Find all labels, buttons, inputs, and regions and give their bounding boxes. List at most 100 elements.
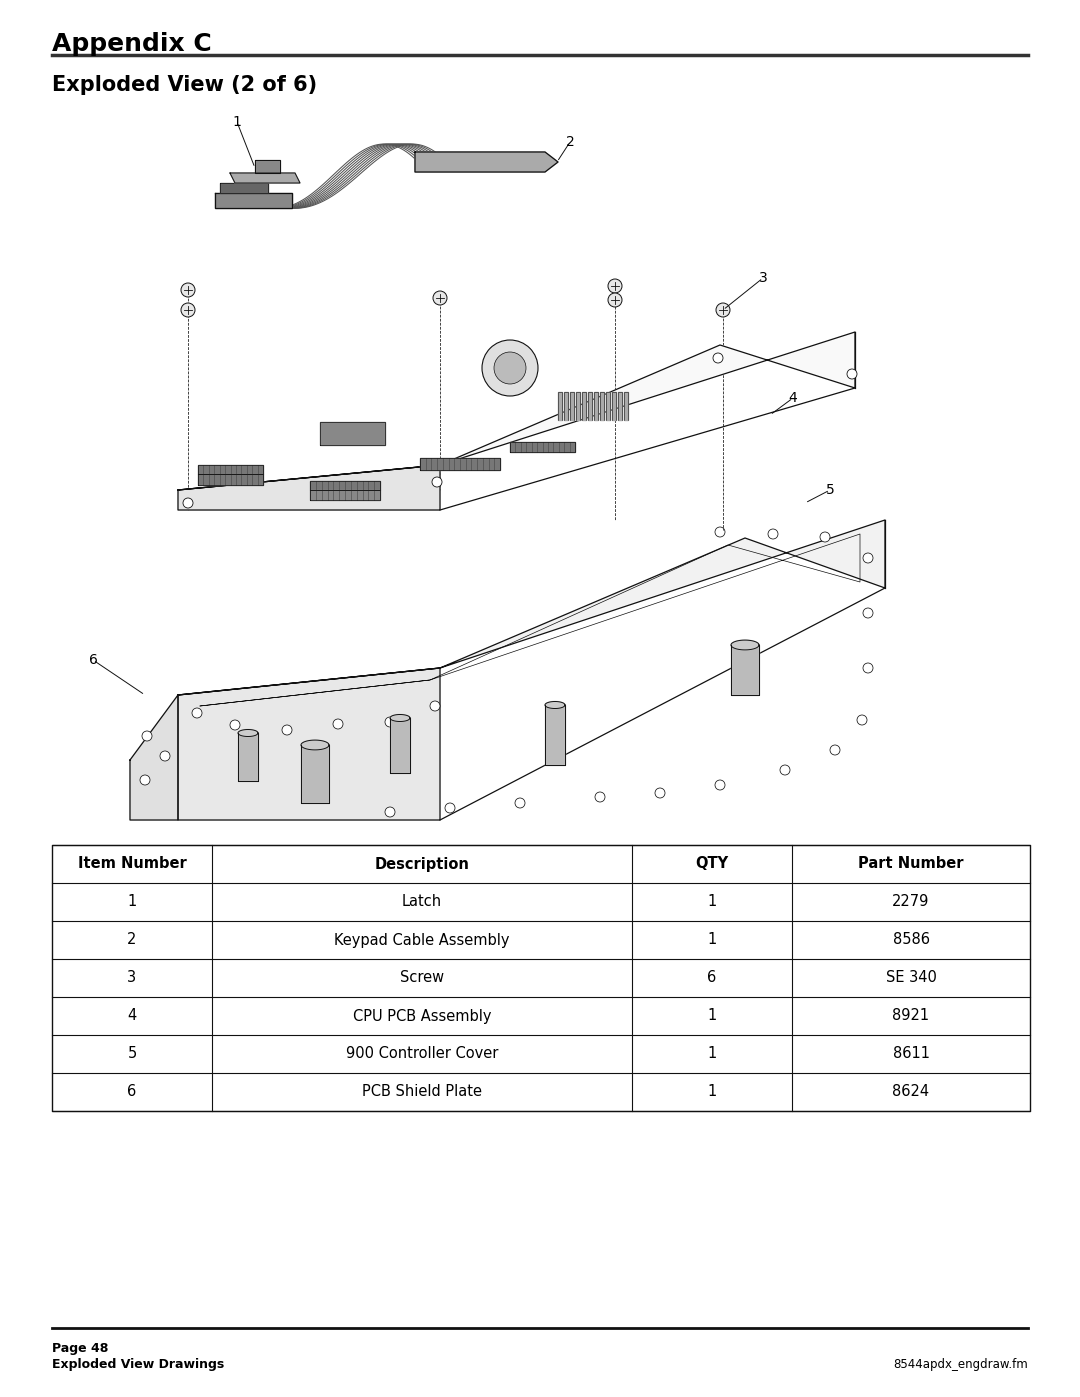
Bar: [52, 845, 1030, 1111]
Text: Part Number: Part Number: [859, 856, 963, 872]
Text: 1: 1: [707, 1009, 717, 1024]
Polygon shape: [230, 173, 300, 183]
Circle shape: [141, 731, 152, 740]
Text: 4: 4: [127, 1009, 137, 1024]
Text: 8624: 8624: [892, 1084, 930, 1099]
Polygon shape: [415, 152, 558, 172]
Circle shape: [140, 775, 150, 785]
Polygon shape: [576, 393, 580, 420]
Circle shape: [654, 788, 665, 798]
Circle shape: [494, 352, 526, 384]
Circle shape: [715, 780, 725, 789]
Text: 6: 6: [89, 652, 97, 666]
Text: 4: 4: [788, 391, 797, 405]
Circle shape: [384, 807, 395, 817]
Text: 1: 1: [707, 1046, 717, 1062]
Circle shape: [713, 353, 723, 363]
Text: 3: 3: [127, 971, 136, 985]
Polygon shape: [220, 183, 268, 193]
Circle shape: [595, 792, 605, 802]
Text: 2279: 2279: [892, 894, 930, 909]
Circle shape: [430, 701, 440, 711]
Text: 6: 6: [127, 1084, 137, 1099]
Text: 3: 3: [758, 271, 768, 285]
Polygon shape: [238, 729, 258, 736]
Circle shape: [515, 798, 525, 807]
Circle shape: [384, 717, 395, 726]
Text: 900 Controller Cover: 900 Controller Cover: [346, 1046, 498, 1062]
Circle shape: [433, 291, 447, 305]
Polygon shape: [178, 465, 440, 510]
Circle shape: [608, 279, 622, 293]
Circle shape: [333, 719, 343, 729]
Text: Screw: Screw: [400, 971, 444, 985]
Circle shape: [192, 708, 202, 718]
Polygon shape: [420, 458, 500, 469]
Text: Page 48: Page 48: [52, 1343, 108, 1355]
Text: Keypad Cable Assembly: Keypad Cable Assembly: [334, 933, 510, 947]
Polygon shape: [198, 474, 264, 485]
Circle shape: [863, 553, 873, 563]
Polygon shape: [606, 393, 610, 420]
Polygon shape: [570, 393, 573, 420]
Polygon shape: [255, 161, 280, 173]
Polygon shape: [545, 701, 565, 708]
Circle shape: [181, 303, 195, 317]
Circle shape: [831, 745, 840, 754]
Polygon shape: [624, 393, 627, 420]
Circle shape: [608, 293, 622, 307]
Polygon shape: [310, 490, 380, 500]
Text: 2: 2: [127, 933, 137, 947]
Text: Appendix C: Appendix C: [52, 32, 212, 56]
Circle shape: [445, 803, 455, 813]
Circle shape: [181, 284, 195, 298]
Circle shape: [768, 529, 778, 539]
Text: 1: 1: [232, 115, 242, 129]
Text: Exploded View Drawings: Exploded View Drawings: [52, 1358, 225, 1370]
Text: Latch: Latch: [402, 894, 442, 909]
Polygon shape: [310, 481, 380, 490]
Text: 8544apdx_engdraw.fm: 8544apdx_engdraw.fm: [893, 1358, 1028, 1370]
Text: 6: 6: [707, 971, 717, 985]
Text: CPU PCB Assembly: CPU PCB Assembly: [353, 1009, 491, 1024]
Circle shape: [715, 527, 725, 536]
Circle shape: [863, 664, 873, 673]
Circle shape: [863, 608, 873, 617]
Circle shape: [482, 339, 538, 395]
Text: Item Number: Item Number: [78, 856, 187, 872]
Text: 5: 5: [127, 1046, 137, 1062]
Circle shape: [230, 719, 240, 731]
Polygon shape: [178, 520, 885, 694]
Polygon shape: [390, 714, 410, 721]
Circle shape: [282, 725, 292, 735]
Text: 1: 1: [707, 933, 717, 947]
Polygon shape: [130, 694, 178, 820]
Polygon shape: [618, 393, 622, 420]
Polygon shape: [612, 393, 616, 420]
Text: 8586: 8586: [892, 933, 930, 947]
Circle shape: [432, 476, 442, 488]
Polygon shape: [600, 393, 604, 420]
Polygon shape: [510, 441, 575, 453]
Circle shape: [858, 715, 867, 725]
Polygon shape: [301, 740, 329, 750]
Circle shape: [160, 752, 170, 761]
Polygon shape: [564, 393, 568, 420]
Polygon shape: [198, 465, 264, 474]
Polygon shape: [731, 645, 759, 694]
Polygon shape: [238, 733, 258, 781]
Text: Description: Description: [375, 856, 470, 872]
Polygon shape: [390, 718, 410, 773]
Polygon shape: [215, 193, 292, 208]
Text: PCB Shield Plate: PCB Shield Plate: [362, 1084, 482, 1099]
Circle shape: [780, 766, 789, 775]
Text: SE 340: SE 340: [886, 971, 936, 985]
Polygon shape: [588, 393, 592, 420]
Polygon shape: [558, 393, 562, 420]
Text: 2: 2: [566, 136, 575, 149]
Polygon shape: [545, 705, 565, 766]
Polygon shape: [582, 393, 586, 420]
Polygon shape: [178, 332, 855, 490]
Circle shape: [820, 532, 831, 542]
Text: QTY: QTY: [696, 856, 729, 872]
